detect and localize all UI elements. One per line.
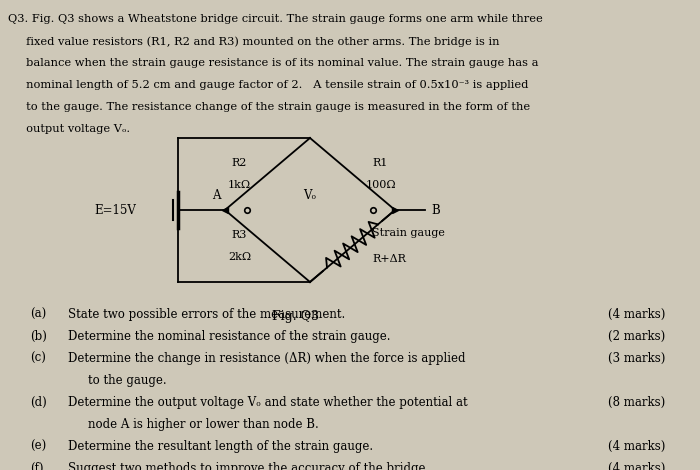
Text: Determine the nominal resistance of the strain gauge.: Determine the nominal resistance of the … <box>68 330 391 343</box>
Text: Fig. Q3: Fig. Q3 <box>272 310 318 323</box>
Text: node A is higher or lower than node B.: node A is higher or lower than node B. <box>88 418 318 431</box>
Text: 2kΩ: 2kΩ <box>228 252 251 262</box>
Text: R1: R1 <box>373 158 389 168</box>
Text: Determine the output voltage Vₒ and state whether the potential at: Determine the output voltage Vₒ and stat… <box>68 396 468 409</box>
Text: State two possible errors of the measurement.: State two possible errors of the measure… <box>68 308 345 321</box>
Text: E=15V: E=15V <box>94 204 136 217</box>
Text: (b): (b) <box>30 330 47 343</box>
Text: (4 marks): (4 marks) <box>608 462 665 470</box>
Text: R+ΔR: R+ΔR <box>372 254 407 264</box>
Text: 1kΩ: 1kΩ <box>228 180 251 190</box>
Text: A: A <box>213 189 221 202</box>
Text: R2: R2 <box>232 158 247 168</box>
Text: R3: R3 <box>232 230 247 240</box>
Text: Suggest two methods to improve the accuracy of the bridge.: Suggest two methods to improve the accur… <box>68 462 429 470</box>
Text: (a): (a) <box>30 308 46 321</box>
Text: (c): (c) <box>30 352 46 365</box>
Text: (4 marks): (4 marks) <box>608 308 665 321</box>
Text: nominal length of 5.2 cm and gauge factor of 2.   A tensile strain of 0.5x10⁻³ i: nominal length of 5.2 cm and gauge facto… <box>8 80 528 90</box>
Text: (3 marks): (3 marks) <box>608 352 665 365</box>
Text: to the gauge. The resistance change of the strain gauge is measured in the form : to the gauge. The resistance change of t… <box>8 102 530 112</box>
Text: (d): (d) <box>30 396 47 409</box>
Text: 100Ω: 100Ω <box>365 180 396 190</box>
Text: Determine the change in resistance (ΔR) when the force is applied: Determine the change in resistance (ΔR) … <box>68 352 466 365</box>
Text: B: B <box>431 204 440 217</box>
Text: fixed value resistors (R1, R2 and R3) mounted on the other arms. The bridge is i: fixed value resistors (R1, R2 and R3) mo… <box>8 36 500 47</box>
Text: (2 marks): (2 marks) <box>608 330 665 343</box>
Text: output voltage Vₒ.: output voltage Vₒ. <box>8 124 130 134</box>
Text: (e): (e) <box>30 440 46 453</box>
Text: Strain gauge: Strain gauge <box>372 228 445 238</box>
Text: to the gauge.: to the gauge. <box>88 374 167 387</box>
Text: (f): (f) <box>30 462 43 470</box>
Text: Vₒ: Vₒ <box>303 189 316 202</box>
Text: balance when the strain gauge resistance is of its nominal value. The strain gau: balance when the strain gauge resistance… <box>8 58 538 68</box>
Text: (8 marks): (8 marks) <box>608 396 665 409</box>
Text: Q3. Fig. Q3 shows a Wheatstone bridge circuit. The strain gauge forms one arm wh: Q3. Fig. Q3 shows a Wheatstone bridge ci… <box>8 14 542 24</box>
Text: Determine the resultant length of the strain gauge.: Determine the resultant length of the st… <box>68 440 373 453</box>
Text: (4 marks): (4 marks) <box>608 440 665 453</box>
